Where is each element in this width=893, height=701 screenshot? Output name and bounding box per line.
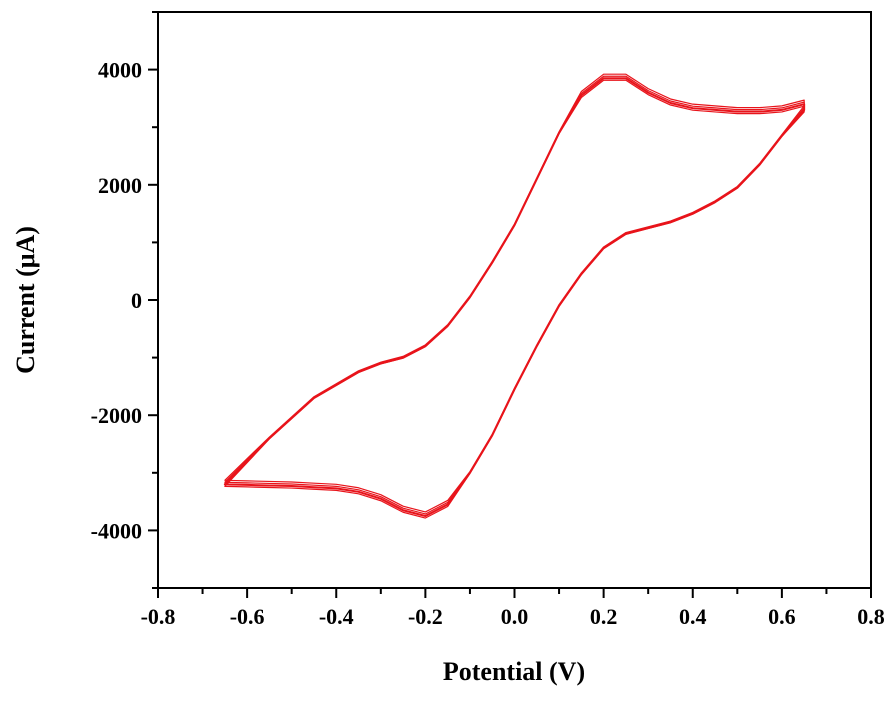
y-tick-label: 4000 bbox=[98, 58, 142, 83]
y-tick-label: -2000 bbox=[91, 403, 142, 428]
x-tick-label: -0.2 bbox=[408, 604, 443, 629]
series-group bbox=[223, 73, 806, 519]
x-tick-label: 0.2 bbox=[590, 604, 618, 629]
x-tick-label: 0.4 bbox=[679, 604, 707, 629]
y-tick-label: 2000 bbox=[98, 173, 142, 198]
x-tick-label: 0.6 bbox=[768, 604, 796, 629]
y-tick-label: 0 bbox=[131, 288, 142, 313]
x-tick-label: -0.8 bbox=[141, 604, 176, 629]
x-tick-label: 0.8 bbox=[857, 604, 885, 629]
x-tick-label: 0.0 bbox=[501, 604, 529, 629]
x-tick-label: -0.4 bbox=[319, 604, 354, 629]
y-tick-label: -4000 bbox=[91, 518, 142, 543]
y-axis-title: Current (μA) bbox=[11, 226, 40, 374]
cv-series-line bbox=[223, 77, 806, 517]
cv-cycle-trace bbox=[224, 79, 805, 519]
x-axis-title: Potential (V) bbox=[443, 657, 585, 686]
plot-frame bbox=[157, 11, 872, 589]
y-axis: -4000 -2000 0 2000 4000 bbox=[91, 11, 158, 589]
cv-cycle-trace bbox=[224, 75, 805, 515]
cv-cycle-trace bbox=[224, 73, 805, 513]
x-axis: -0.8 -0.6 -0.4 -0.2 0.0 0.2 0.4 0.6 0.8 bbox=[141, 588, 885, 629]
x-tick-label: -0.6 bbox=[230, 604, 265, 629]
